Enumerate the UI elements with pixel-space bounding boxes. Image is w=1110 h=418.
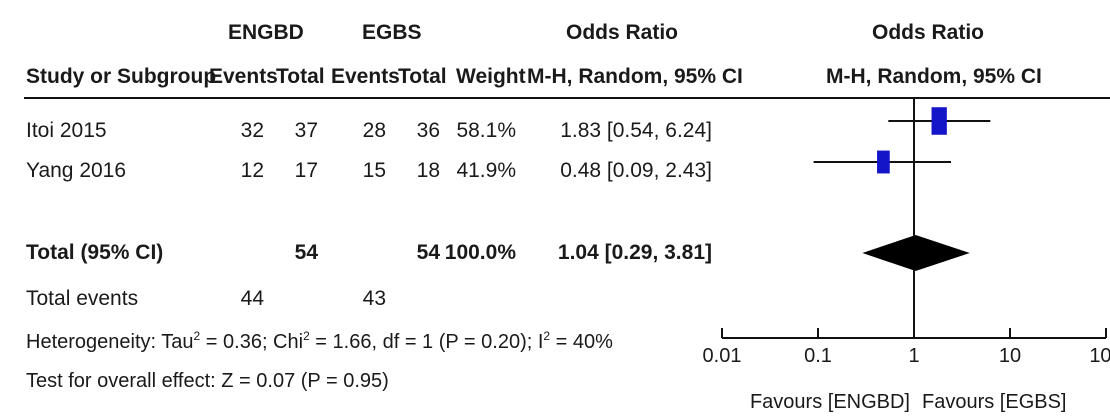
- total-events1: 44: [240, 287, 264, 310]
- group1-header: ENGBD: [228, 21, 304, 44]
- favours-left-label: Favours [ENGBD]: [750, 391, 910, 413]
- x-tick-label-4: 10: [999, 345, 1021, 367]
- col-events1-header: Events: [209, 65, 278, 88]
- col-events2-header: Events: [331, 65, 400, 88]
- x-tick-label-2: 0.1: [804, 345, 832, 367]
- total-label: Total (95% CI): [26, 241, 164, 264]
- total1-row1: 37: [294, 119, 318, 142]
- header-divider: [24, 97, 1110, 99]
- study-marker-2: [877, 150, 890, 174]
- total2-value: 54: [416, 241, 440, 264]
- col-method-header: M-H, Random, 95% CI: [527, 65, 743, 88]
- col-weight-header: Weight: [456, 65, 526, 88]
- total-events-label: Total events: [26, 287, 139, 310]
- events2-row2: 15: [362, 159, 386, 182]
- events2-row1: 28: [362, 119, 386, 142]
- total1-row2: 17: [294, 159, 318, 182]
- weight-row2: 41.9%: [456, 159, 516, 182]
- ci-row2: 0.48 [0.09, 2.43]: [560, 159, 712, 182]
- plot-odds-ratio-header: Odds Ratio: [872, 21, 985, 44]
- group2-header: EGBS: [362, 21, 422, 44]
- total-events2: 43: [362, 287, 386, 310]
- x-tick-label-3: 1: [908, 345, 919, 367]
- study-name-row2: Yang 2016: [26, 159, 127, 182]
- events1-row2: 12: [240, 159, 264, 182]
- total2-row2: 18: [416, 159, 440, 182]
- total2-row1: 36: [416, 119, 440, 142]
- total-ci: 1.04 [0.29, 3.81]: [557, 241, 712, 264]
- col-study-header: Study or Subgroup: [26, 65, 217, 88]
- study-name-row1: Itoi 2015: [26, 119, 107, 142]
- x-tick-label-1: 0.01: [703, 345, 742, 367]
- total1-value: 54: [294, 241, 318, 264]
- odds-ratio-header: Odds Ratio: [566, 21, 679, 44]
- col-total2-header: Total: [398, 65, 447, 88]
- pooled-diamond: [862, 235, 970, 271]
- weight-row1: 58.1%: [456, 119, 516, 142]
- favours-right-label: Favours [EGBS]: [922, 391, 1067, 413]
- overall-effect-text: Test for overall effect: Z = 0.07 (P = 0…: [26, 370, 389, 392]
- events1-row1: 32: [240, 119, 264, 142]
- total-weight: 100.0%: [444, 241, 516, 264]
- x-tick-label-5: 100: [1089, 345, 1110, 367]
- plot-method-header: M-H, Random, 95% CI: [826, 65, 1042, 88]
- ci-row1: 1.83 [0.54, 6.24]: [560, 119, 712, 142]
- col-total1-header: Total: [276, 65, 325, 88]
- study-marker-1: [931, 107, 947, 135]
- heterogeneity-text: Heterogeneity: Tau2 = 0.36; Chi2 = 1.66,…: [26, 329, 613, 353]
